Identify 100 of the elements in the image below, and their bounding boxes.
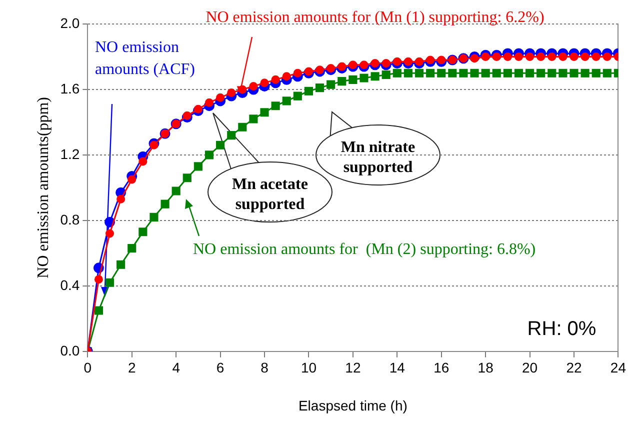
point [426, 68, 435, 78]
series-label: NO emission amounts (ACF) [95, 39, 195, 78]
point [316, 66, 324, 74]
x-axis-title: Elaspsed time (h) [298, 397, 408, 414]
point [426, 56, 435, 64]
point [282, 96, 291, 106]
point [437, 56, 446, 64]
point [414, 68, 424, 78]
y-tick-label: 1.2 [60, 146, 80, 162]
x-tick-label: 24 [610, 360, 626, 376]
point [138, 157, 148, 166]
point [382, 59, 390, 68]
point [138, 228, 148, 236]
point [503, 52, 512, 61]
point [106, 229, 114, 238]
point [105, 278, 114, 287]
point [216, 93, 225, 102]
point [370, 72, 380, 81]
point [570, 68, 578, 78]
series-label: NO emission amounts for (Mn (1) supporting: 6.2%) [206, 9, 544, 26]
point [526, 68, 534, 78]
x-tick-label: 12 [345, 360, 361, 376]
point [128, 175, 136, 184]
point [503, 68, 512, 78]
point [315, 84, 324, 92]
point [116, 194, 126, 204]
point [470, 54, 479, 63]
point [182, 174, 192, 182]
point [172, 186, 180, 196]
x-tick-label: 8 [260, 360, 269, 376]
point [580, 68, 590, 78]
x-tick-label: 6 [216, 360, 224, 376]
point [437, 68, 446, 78]
annotation: Mn acetate supported [232, 176, 308, 213]
point [415, 57, 424, 66]
point [150, 140, 158, 150]
point [249, 114, 258, 124]
point [271, 75, 280, 84]
point [326, 64, 336, 72]
point [338, 77, 346, 86]
point [558, 52, 568, 61]
point [326, 80, 336, 89]
point [348, 75, 358, 84]
point [558, 68, 568, 78]
point [492, 52, 501, 61]
point [470, 68, 479, 78]
x-tick-label: 20 [522, 360, 538, 376]
point [514, 68, 524, 78]
point [304, 67, 313, 76]
x-tick-label: 2 [128, 360, 136, 376]
point [382, 70, 390, 80]
x-tick-label: 10 [300, 360, 317, 376]
point [404, 57, 412, 66]
y-tick-label: 0.4 [60, 276, 80, 293]
point [128, 244, 136, 253]
point [238, 122, 247, 132]
point [602, 52, 612, 61]
point [249, 82, 258, 90]
point [227, 131, 236, 140]
point [304, 86, 314, 96]
point [370, 59, 380, 68]
point [116, 260, 126, 269]
point [492, 68, 501, 78]
point [150, 212, 158, 222]
point [338, 62, 346, 71]
point [548, 68, 556, 78]
point [160, 200, 170, 208]
point [459, 68, 468, 78]
point [526, 52, 534, 61]
point [448, 68, 457, 78]
point [536, 52, 546, 61]
point [536, 68, 546, 78]
y-tick-label: 0.0 [60, 342, 80, 358]
point [204, 98, 214, 107]
point [481, 52, 490, 61]
point [392, 57, 402, 66]
x-tick-label: 0 [84, 360, 92, 376]
y-tick-label: 0.8 [60, 211, 80, 228]
x-tick-label: 22 [566, 360, 582, 376]
y-axis-title: NO emission amounts(ppm) [34, 97, 52, 278]
point [602, 68, 612, 78]
point [548, 52, 556, 61]
point [271, 102, 280, 110]
point [360, 74, 368, 82]
point [227, 88, 236, 98]
point [514, 52, 523, 61]
point [182, 111, 192, 120]
point [293, 92, 302, 100]
point [94, 275, 103, 284]
point [392, 68, 402, 78]
point [404, 68, 412, 78]
point [194, 162, 202, 171]
point [94, 306, 103, 315]
point [260, 108, 269, 117]
x-tick-label: 4 [172, 360, 180, 376]
point [348, 60, 358, 70]
point [360, 60, 368, 70]
y-tick-label: 1.6 [60, 80, 80, 96]
legend-label: NO emission amounts for (Mn (2) supporting: 6.8%) [193, 241, 536, 258]
point [282, 72, 291, 81]
